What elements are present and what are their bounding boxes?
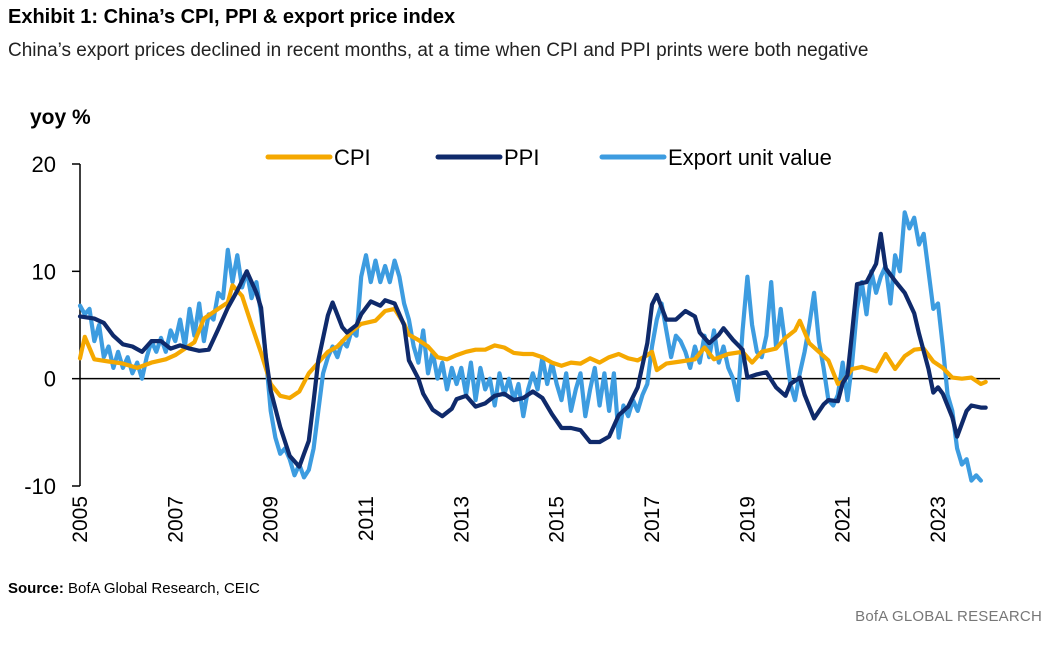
- series-line-export-unit-value: [77, 210, 983, 483]
- source-note: Source: BofA Global Research, CEIC: [8, 580, 260, 597]
- x-tick-label: 2009: [260, 496, 283, 543]
- source-label: Source:: [8, 580, 64, 597]
- legend-label: CPI: [334, 145, 371, 170]
- x-tick-label: 2021: [832, 496, 855, 543]
- x-tick-label: 2011: [355, 496, 378, 541]
- legend: CPI PPI Export unit value: [265, 145, 832, 170]
- source-text: BofA Global Research, CEIC: [63, 580, 260, 597]
- x-tick-label: 2017: [641, 496, 664, 543]
- x-tick-label: 2007: [164, 496, 187, 543]
- x-tick-label: 2023: [927, 496, 950, 543]
- brand-mark: BofA GLOBAL RESEARCH: [855, 608, 1042, 625]
- y-tick-label: 20: [32, 152, 56, 177]
- x-tick-label: 2005: [69, 496, 92, 543]
- x-axis-ticks: 2005 2007 2009 2011 2013 2015 2017 2019 2021 2023: [69, 496, 950, 543]
- y-tick-label: 10: [32, 259, 56, 284]
- x-tick-label: 2013: [450, 496, 473, 543]
- y-tick-label: 0: [44, 367, 56, 392]
- x-tick-label: 2015: [546, 496, 569, 543]
- y-axis-label: yoy %: [30, 106, 91, 129]
- legend-label: Export unit value: [668, 145, 832, 170]
- series-line-ppi: [77, 231, 988, 469]
- y-tick-label: -10: [24, 474, 56, 499]
- chart-title: Exhibit 1: China’s CPI, PPI & export pri…: [8, 6, 456, 28]
- legend-label: PPI: [504, 145, 539, 170]
- chart-subtitle: China’s export prices declined in recent…: [8, 40, 869, 61]
- x-tick-label: 2019: [736, 496, 759, 543]
- series-group: [77, 210, 988, 483]
